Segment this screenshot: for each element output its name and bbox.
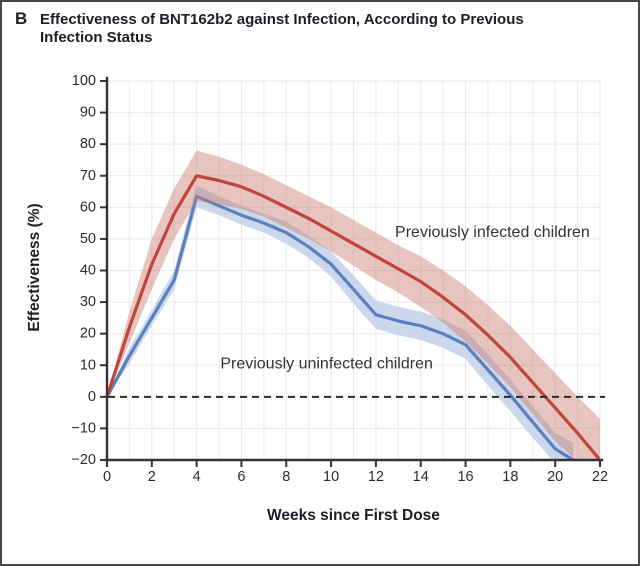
y-tick-label: 60 bbox=[80, 199, 96, 215]
x-tick-label: 14 bbox=[413, 469, 429, 485]
tick-marks bbox=[100, 80, 601, 467]
y-tick-label: 20 bbox=[80, 326, 96, 342]
x-tick-label: 12 bbox=[368, 469, 384, 485]
x-tick-label: 16 bbox=[457, 469, 473, 485]
y-axis-title: Effectiveness (%) bbox=[26, 203, 43, 331]
x-tick-label: 0 bbox=[103, 469, 111, 485]
y-tick-label: −20 bbox=[71, 452, 96, 468]
x-tick-label: 22 bbox=[592, 469, 608, 485]
y-tick-label: 30 bbox=[80, 294, 96, 310]
y-tick-label: 40 bbox=[80, 263, 96, 279]
series-annotation: Previously uninfected children bbox=[220, 355, 433, 372]
x-tick-label: 20 bbox=[547, 469, 563, 485]
x-tick-label: 6 bbox=[237, 469, 245, 485]
x-tick-label: 8 bbox=[282, 469, 290, 485]
y-tick-label: 90 bbox=[80, 105, 96, 121]
figure-title-line2: Infection Status bbox=[40, 29, 153, 46]
y-tick-label: 70 bbox=[80, 168, 96, 184]
confidence-band-previously-infected-children bbox=[107, 150, 600, 460]
y-tick-label: 10 bbox=[80, 357, 96, 373]
x-axis-title: Weeks since First Dose bbox=[267, 507, 440, 524]
y-tick-label: 100 bbox=[72, 73, 96, 89]
series-line-previously-uninfected-children bbox=[107, 194, 575, 460]
y-tick-label: −10 bbox=[71, 420, 96, 436]
y-tick-label: 50 bbox=[80, 231, 96, 247]
x-tick-label: 2 bbox=[148, 469, 156, 485]
x-tick-label: 18 bbox=[502, 469, 518, 485]
y-tick-label: 0 bbox=[88, 389, 96, 405]
figure-title: Effectiveness of BNT162b2 against Infect… bbox=[40, 11, 524, 47]
series-annotation: Previously infected children bbox=[395, 224, 590, 241]
x-tick-label: 10 bbox=[323, 469, 339, 485]
series-line-previously-infected-children bbox=[107, 174, 600, 460]
series-layer bbox=[107, 150, 600, 460]
x-tick-label: 4 bbox=[193, 469, 201, 485]
figure-title-line1: Effectiveness of BNT162b2 against Infect… bbox=[40, 11, 524, 28]
y-tick-label: 80 bbox=[80, 136, 96, 152]
panel-letter: B bbox=[15, 9, 28, 28]
